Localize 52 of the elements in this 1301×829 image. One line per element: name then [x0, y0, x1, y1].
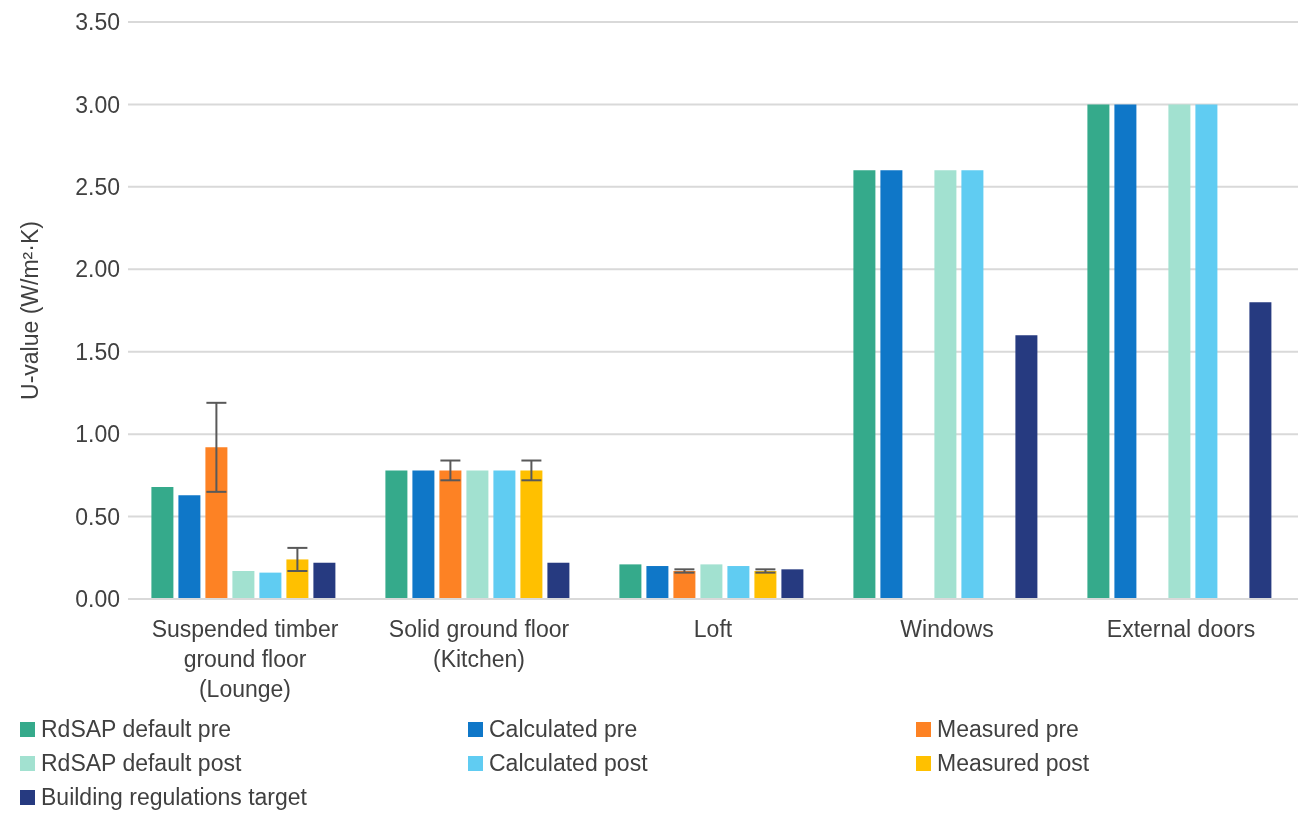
bar [700, 564, 723, 599]
y-tick-label: 1.50 [75, 338, 120, 365]
bar [853, 170, 876, 599]
x-tick-label: External doors [1106, 616, 1256, 642]
legend-label: Measured post [937, 749, 1090, 777]
bar [673, 570, 696, 599]
bar [520, 470, 543, 599]
bar [1015, 335, 1038, 599]
legend-label: Calculated pre [489, 715, 638, 743]
y-axis-title: U-value (W/m²·K) [17, 221, 44, 400]
y-tick-label: 3.50 [75, 9, 120, 36]
bar [232, 570, 255, 599]
bar [385, 470, 408, 599]
bar [151, 486, 174, 599]
bar [1087, 104, 1110, 599]
bar [1168, 104, 1191, 599]
bar [466, 470, 489, 599]
bar [439, 470, 462, 599]
y-tick-label: 3.00 [75, 91, 120, 118]
bar [619, 564, 642, 599]
x-tick-label: Windows [900, 616, 994, 642]
bar [313, 562, 336, 599]
bar [1195, 104, 1218, 599]
legend-label: RdSAP default pre [41, 715, 232, 743]
bar [412, 470, 435, 599]
bar [880, 170, 903, 599]
bar [205, 447, 228, 599]
y-tick-label: 2.00 [75, 256, 120, 283]
x-tick-label: Suspended timber ground floor (Lounge) [151, 616, 339, 702]
y-tick-label: 0.50 [75, 503, 120, 530]
bar [547, 562, 570, 599]
bar [646, 566, 669, 599]
bar [259, 572, 282, 599]
bar [754, 570, 777, 599]
bar [781, 569, 804, 599]
bar [178, 495, 201, 599]
legend-label: Calculated post [489, 749, 648, 777]
x-tick-label: Loft [693, 616, 733, 642]
y-tick-label: 2.50 [75, 174, 120, 201]
bar [934, 170, 957, 599]
y-tick-label: 1.00 [75, 421, 120, 448]
bar [1114, 104, 1137, 599]
legend-label: RdSAP default post [41, 749, 242, 777]
x-tick-label: Solid ground floor (Kitchen) [388, 616, 570, 672]
legend-label: Building regulations target [41, 783, 307, 811]
bar [286, 559, 309, 599]
bar [493, 470, 516, 599]
legend-label: Measured pre [937, 715, 1079, 743]
bar [727, 566, 750, 599]
y-tick-label: 0.00 [75, 586, 120, 613]
bar [1249, 302, 1272, 599]
bar [961, 170, 984, 599]
